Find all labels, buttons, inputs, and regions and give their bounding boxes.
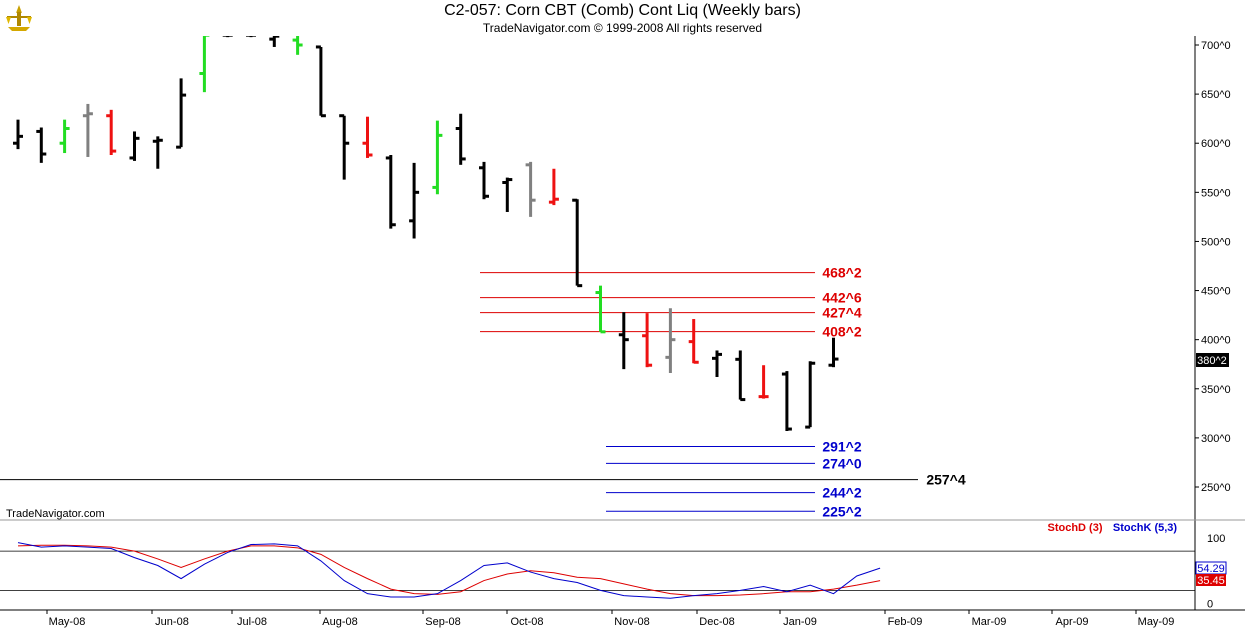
price-bar	[479, 161, 489, 200]
price-bar	[246, 36, 256, 38]
level-label: 427^4	[822, 305, 862, 321]
level-label: 244^2	[822, 485, 862, 501]
price-tick-label: 700^0	[1201, 40, 1231, 52]
price-bar	[82, 103, 93, 157]
level-label: 442^6	[822, 290, 862, 306]
last-price-badge: 380^2	[1196, 353, 1229, 367]
price-tick-label: 250^0	[1201, 482, 1231, 494]
date-tick-label: Jan-09	[783, 616, 817, 628]
price-bar	[13, 119, 23, 150]
date-axis: May-08 Jun-08 Jul-08 Aug-08 Sep-08 Oct-08 Nov-…	[46, 610, 1175, 628]
price-bar	[688, 319, 699, 364]
price-bar	[642, 313, 653, 368]
stoch-tick-label: 100	[1207, 533, 1225, 545]
price-bar	[525, 161, 536, 217]
price-bar	[385, 155, 396, 229]
chart-header: C2-057: Corn CBT (Comb) Cont Liq (Weekly…	[0, 0, 1245, 36]
stochd-value: 35.45	[1197, 575, 1225, 587]
price-axis: 700^0 650^0 600^0 550^0 500^0 450^0 400^0 350^0…	[1195, 40, 1231, 494]
price-bar	[455, 113, 466, 165]
chart-frame	[0, 36, 1245, 611]
price-bar	[781, 371, 792, 432]
price-tick-label: 350^0	[1201, 384, 1231, 396]
date-tick-label: May-09	[1138, 616, 1175, 628]
level-label: 257^4	[926, 472, 966, 488]
chart-title: C2-057: Corn CBT (Comb) Cont Liq (Weekly…	[444, 2, 801, 19]
level-label: 468^2	[822, 265, 862, 281]
price-bar	[548, 168, 559, 206]
date-tick-label: Aug-08	[322, 616, 357, 628]
price-bar	[59, 119, 70, 154]
price-bar	[269, 36, 280, 47]
stochd-value-badge	[1196, 574, 1226, 586]
date-tick-label: Nov-08	[614, 616, 649, 628]
trade-navigator-logo-icon	[4, 3, 34, 33]
price-tick-label: 450^0	[1201, 286, 1231, 298]
price-bar	[106, 109, 117, 156]
price-bar	[199, 36, 210, 93]
price-bar	[758, 365, 769, 399]
date-tick-label: Oct-08	[510, 616, 543, 628]
stoch-tick-label: 0	[1207, 599, 1213, 611]
price-bar	[828, 337, 839, 368]
stochd-legend: StochD (3)	[1048, 522, 1103, 534]
stochk-legend: StochK (5,3)	[1113, 522, 1178, 534]
price-bar	[432, 120, 443, 195]
price-bar	[129, 131, 140, 161]
level-label: 274^0	[822, 455, 862, 471]
date-tick-label: Apr-09	[1055, 616, 1088, 628]
date-tick-label: May-08	[49, 616, 86, 628]
date-tick-label: Dec-08	[699, 616, 734, 628]
level-label: 225^2	[822, 503, 862, 519]
date-tick-label: Sep-08	[425, 616, 460, 628]
price-bar	[152, 136, 163, 169]
date-tick-label: Jun-08	[155, 616, 189, 628]
watermark-text: TradeNavigator.com	[6, 508, 105, 520]
price-bar	[315, 45, 326, 118]
price-bars	[13, 36, 839, 432]
price-bar	[292, 36, 303, 55]
price-bar	[665, 308, 676, 374]
price-bar	[362, 116, 373, 158]
last-price-label: 380^2	[1197, 355, 1227, 367]
price-bar	[735, 350, 746, 402]
price-bar	[222, 36, 233, 38]
date-tick-label: Jul-08	[237, 616, 267, 628]
copyright-text: TradeNavigator.com © 1999-2008 All right…	[482, 21, 763, 35]
price-bar	[805, 361, 816, 429]
price-bar	[339, 114, 350, 180]
price-bar	[572, 198, 583, 288]
level-label: 408^2	[822, 324, 862, 340]
stochd-line	[17, 544, 881, 597]
price-bar	[409, 162, 420, 239]
price-tick-label: 300^0	[1201, 433, 1231, 445]
date-tick-label: Mar-09	[972, 616, 1007, 628]
price-tick-label: 500^0	[1201, 236, 1231, 248]
price-tick-label: 600^0	[1201, 138, 1231, 150]
price-tick-label: 650^0	[1201, 89, 1231, 101]
date-tick-label: Feb-09	[888, 616, 923, 628]
price-bar	[618, 312, 629, 370]
price-tick-label: 400^0	[1201, 335, 1231, 347]
price-bar	[595, 285, 606, 334]
price-bar	[712, 350, 722, 377]
stochk-line	[17, 542, 881, 599]
price-bar	[502, 177, 513, 212]
level-label: 291^2	[822, 438, 862, 454]
price-tick-label: 550^0	[1201, 187, 1231, 199]
price-bar	[36, 127, 47, 163]
stochk-value: 54.29	[1197, 563, 1225, 575]
price-bar	[176, 78, 187, 149]
